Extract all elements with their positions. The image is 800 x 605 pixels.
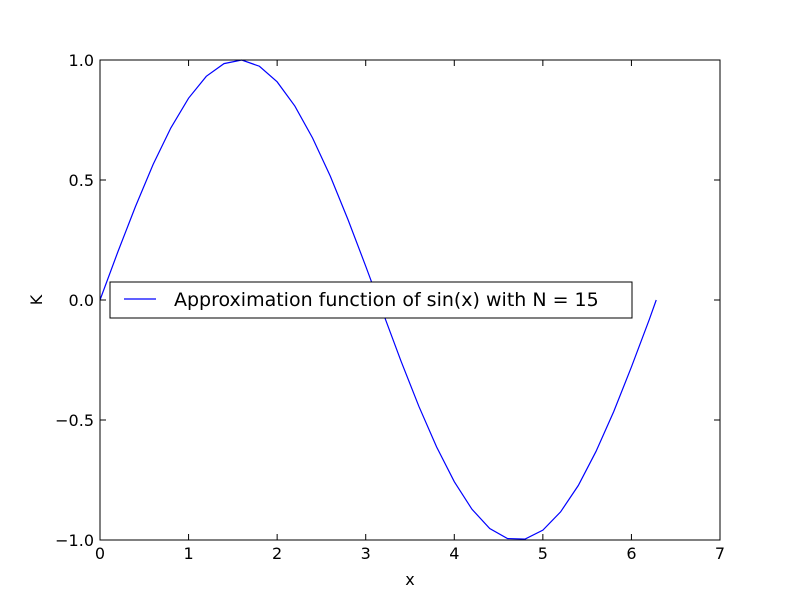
x-tick-label: 2 <box>272 544 282 563</box>
y-tick-label: −0.5 <box>55 411 94 430</box>
y-tick-label: 1.0 <box>69 51 94 70</box>
x-tick-label: 1 <box>183 544 193 563</box>
legend: Approximation function of sin(x) with N … <box>109 281 633 319</box>
y-tick-label: 0.0 <box>69 291 94 310</box>
x-tick-label: 4 <box>449 544 459 563</box>
x-tick-label: 7 <box>715 544 725 563</box>
x-tick-label: 3 <box>361 544 371 563</box>
x-axis-label: x <box>405 570 414 589</box>
x-tick-label: 5 <box>538 544 548 563</box>
y-tick-label: −1.0 <box>55 531 94 550</box>
plot-frame <box>99 59 721 541</box>
x-tick-label: 0 <box>95 544 105 563</box>
y-axis-label: K <box>27 294 46 305</box>
tick-labels: 0 1 2 3 4 5 6 7 −1.0 −0.5 0.0 0.5 1.0 <box>55 51 725 563</box>
y-tick-label: 0.5 <box>69 171 94 190</box>
legend-box <box>109 281 633 319</box>
legend-label: Approximation function of sin(x) with N … <box>174 289 599 311</box>
x-tick-label: 6 <box>626 544 636 563</box>
